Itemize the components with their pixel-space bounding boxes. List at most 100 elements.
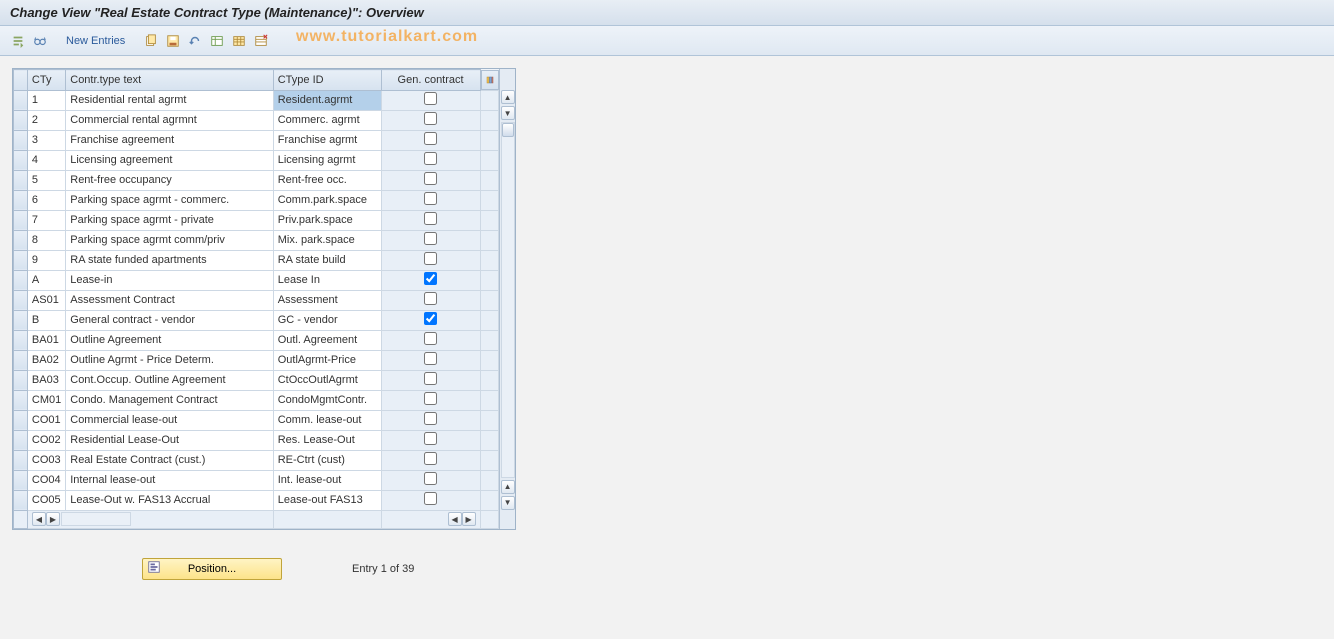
table-row[interactable]: BA01Outline AgreementOutl. Agreement [14, 330, 499, 350]
cell-cty[interactable]: 7 [27, 210, 65, 230]
cell-cty[interactable]: BA01 [27, 330, 65, 350]
row-handle[interactable] [14, 430, 28, 450]
cell-gen-contract[interactable] [381, 490, 480, 510]
table-row[interactable]: 3Franchise agreementFranchise agrmt [14, 130, 499, 150]
cell-cty[interactable]: 9 [27, 250, 65, 270]
cell-cty[interactable]: 3 [27, 130, 65, 150]
gen-contract-checkbox[interactable] [424, 412, 437, 425]
gen-contract-checkbox[interactable] [424, 272, 437, 285]
cell-cty[interactable]: CO05 [27, 490, 65, 510]
cell-gen-contract[interactable] [381, 90, 480, 110]
cell-cty[interactable]: 1 [27, 90, 65, 110]
cell-contract-type-text[interactable]: Franchise agreement [66, 130, 273, 150]
table-row[interactable]: 5Rent-free occupancyRent-free occ. [14, 170, 499, 190]
cell-cty[interactable]: 4 [27, 150, 65, 170]
table-row[interactable]: BA02Outline Agrmt - Price Determ.OutlAgr… [14, 350, 499, 370]
cell-ctype-id[interactable]: RE-Ctrt (cust) [273, 450, 381, 470]
cell-ctype-id[interactable]: Priv.park.space [273, 210, 381, 230]
cell-contract-type-text[interactable]: Commercial rental agrmnt [66, 110, 273, 130]
cell-ctype-id[interactable]: Comm.park.space [273, 190, 381, 210]
table-row[interactable]: BA03Cont.Occup. Outline AgreementCtOccOu… [14, 370, 499, 390]
row-handle[interactable] [14, 490, 28, 510]
undo-icon[interactable] [185, 31, 205, 51]
row-handle[interactable] [14, 270, 28, 290]
cell-ctype-id[interactable]: Int. lease-out [273, 470, 381, 490]
cell-gen-contract[interactable] [381, 270, 480, 290]
table-row[interactable]: 8Parking space agrmt comm/privMix. park.… [14, 230, 499, 250]
vscrollbar[interactable]: ▲ ▼ ▲ ▼ [499, 69, 515, 529]
cell-contract-type-text[interactable]: Parking space agrmt - commerc. [66, 190, 273, 210]
contract-type-table[interactable]: CTy Contr.type text CType ID Gen. contra… [13, 69, 499, 529]
cell-contract-type-text[interactable]: Lease-Out w. FAS13 Accrual [66, 490, 273, 510]
cell-cty[interactable]: A [27, 270, 65, 290]
gen-contract-checkbox[interactable] [424, 312, 437, 325]
cell-gen-contract[interactable] [381, 230, 480, 250]
cell-contract-type-text[interactable]: RA state funded apartments [66, 250, 273, 270]
cell-contract-type-text[interactable]: Real Estate Contract (cust.) [66, 450, 273, 470]
row-handle[interactable] [14, 290, 28, 310]
cell-cty[interactable]: 5 [27, 170, 65, 190]
select-all-icon[interactable] [229, 31, 249, 51]
save-icon[interactable] [163, 31, 183, 51]
table-row[interactable]: AS01Assessment ContractAssessment [14, 290, 499, 310]
vscroll-track[interactable] [501, 122, 515, 478]
cell-cty[interactable]: CO01 [27, 410, 65, 430]
row-handle[interactable] [14, 450, 28, 470]
cell-ctype-id[interactable]: RA state build [273, 250, 381, 270]
row-handle[interactable] [14, 250, 28, 270]
cell-cty[interactable]: CO03 [27, 450, 65, 470]
cell-ctype-id[interactable]: Rent-free occ. [273, 170, 381, 190]
cell-ctype-id[interactable]: Licensing agrmt [273, 150, 381, 170]
cell-gen-contract[interactable] [381, 170, 480, 190]
cell-ctype-id[interactable]: Resident.agrmt [273, 90, 381, 110]
cell-cty[interactable]: CO04 [27, 470, 65, 490]
configure-columns-icon[interactable] [481, 70, 499, 90]
expand-icon[interactable] [8, 31, 28, 51]
cell-ctype-id[interactable]: OutlAgrmt-Price [273, 350, 381, 370]
cell-cty[interactable]: BA02 [27, 350, 65, 370]
row-handle[interactable] [14, 330, 28, 350]
vscroll-down-icon[interactable]: ▼ [501, 496, 515, 510]
cell-contract-type-text[interactable]: Parking space agrmt comm/priv [66, 230, 273, 250]
table-settings-icon[interactable] [207, 31, 227, 51]
vscroll-thumb[interactable] [502, 123, 514, 137]
gen-contract-checkbox[interactable] [424, 472, 437, 485]
cell-ctype-id[interactable]: Comm. lease-out [273, 410, 381, 430]
gen-contract-checkbox[interactable] [424, 112, 437, 125]
hscroll-right-step-icon[interactable]: ◀ [448, 512, 462, 526]
cell-gen-contract[interactable] [381, 350, 480, 370]
row-handle[interactable] [14, 350, 28, 370]
cell-contract-type-text[interactable]: General contract - vendor [66, 310, 273, 330]
col-header-text[interactable]: Contr.type text [66, 70, 273, 91]
cell-ctype-id[interactable]: Lease In [273, 270, 381, 290]
table-row[interactable]: 6Parking space agrmt - commerc.Comm.park… [14, 190, 499, 210]
cell-cty[interactable]: BA03 [27, 370, 65, 390]
cell-gen-contract[interactable] [381, 190, 480, 210]
row-handle[interactable] [14, 410, 28, 430]
cell-contract-type-text[interactable]: Internal lease-out [66, 470, 273, 490]
cell-gen-contract[interactable] [381, 370, 480, 390]
gen-contract-checkbox[interactable] [424, 132, 437, 145]
row-handle[interactable] [14, 470, 28, 490]
gen-contract-checkbox[interactable] [424, 192, 437, 205]
table-row[interactable]: 4Licensing agreementLicensing agrmt [14, 150, 499, 170]
table-row[interactable]: CO02Residential Lease-OutRes. Lease-Out [14, 430, 499, 450]
cell-gen-contract[interactable] [381, 210, 480, 230]
gen-contract-checkbox[interactable] [424, 292, 437, 305]
cell-contract-type-text[interactable]: Outline Agrmt - Price Determ. [66, 350, 273, 370]
gen-contract-checkbox[interactable] [424, 252, 437, 265]
table-row[interactable]: 1Residential rental agrmtResident.agrmt [14, 90, 499, 110]
cell-contract-type-text[interactable]: Outline Agreement [66, 330, 273, 350]
cell-gen-contract[interactable] [381, 290, 480, 310]
cell-contract-type-text[interactable]: Residential rental agrmt [66, 90, 273, 110]
gen-contract-checkbox[interactable] [424, 152, 437, 165]
row-handle[interactable] [14, 390, 28, 410]
cell-contract-type-text[interactable]: Parking space agrmt - private [66, 210, 273, 230]
col-header-cty[interactable]: CTy [27, 70, 65, 91]
hscroll-right-end-icon[interactable]: ▶ [462, 512, 476, 526]
table-row[interactable]: CO03Real Estate Contract (cust.)RE-Ctrt … [14, 450, 499, 470]
cell-gen-contract[interactable] [381, 150, 480, 170]
gen-contract-checkbox[interactable] [424, 92, 437, 105]
cell-gen-contract[interactable] [381, 430, 480, 450]
cell-contract-type-text[interactable]: Cont.Occup. Outline Agreement [66, 370, 273, 390]
